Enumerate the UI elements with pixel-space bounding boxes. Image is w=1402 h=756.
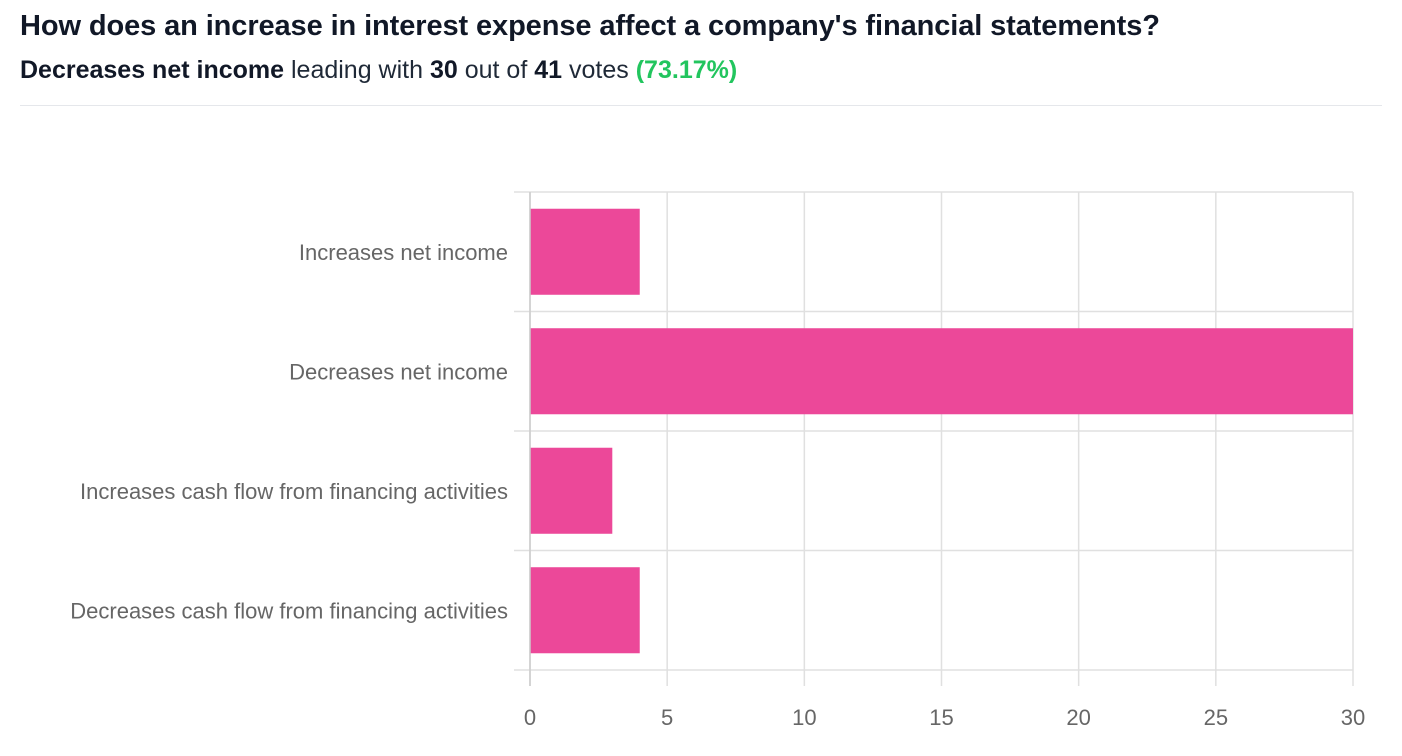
poll-question: How does an increase in interest expense… (20, 10, 1160, 42)
leader-vote-count: 30 (429, 56, 458, 84)
leader-percent: (73.17%) (635, 56, 738, 84)
x-tick-label: 0 (524, 705, 536, 730)
bar (530, 447, 613, 534)
category-label: Increases cash flow from financing activ… (80, 479, 508, 504)
leading-option: Decreases net income (20, 56, 285, 84)
x-tick-label: 10 (792, 705, 816, 730)
out-of-text: out of (464, 56, 528, 84)
x-tick-label: 5 (661, 705, 673, 730)
votes-text: votes (569, 56, 629, 84)
total-vote-count: 41 (534, 56, 563, 84)
x-tick-label: 25 (1204, 705, 1228, 730)
bar (530, 567, 640, 654)
bar (530, 208, 640, 295)
leading-text: leading with (290, 56, 424, 84)
header-divider (20, 105, 1382, 106)
x-tick-label: 30 (1341, 705, 1365, 730)
x-tick-label: 15 (929, 705, 953, 730)
x-tick-label: 20 (1066, 705, 1090, 730)
category-label: Decreases cash flow from financing activ… (70, 598, 508, 623)
bar (530, 328, 1353, 415)
category-label: Decreases net income (289, 359, 508, 384)
poll-summary: Decreases net income leading with 30 out… (20, 56, 737, 85)
category-label: Increases net income (299, 240, 508, 265)
